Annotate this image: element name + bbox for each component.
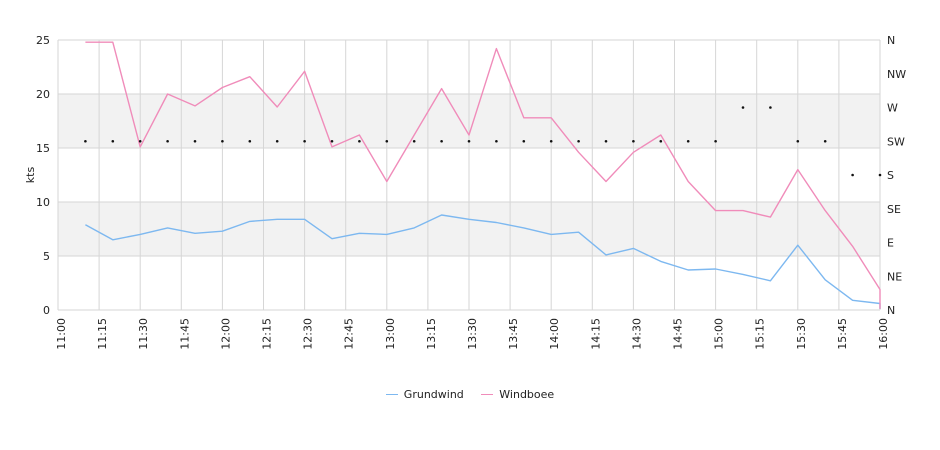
direction-point xyxy=(851,173,854,177)
direction-point xyxy=(741,106,745,109)
x-tick-label: 13:15 xyxy=(425,318,438,350)
legend-swatch-grundwind xyxy=(385,394,398,395)
direction-point xyxy=(330,139,334,143)
direction-point xyxy=(193,139,197,143)
direction-point xyxy=(769,106,772,109)
direction-point xyxy=(84,139,87,143)
direction-tick-label: N xyxy=(887,34,895,47)
direction-point xyxy=(303,139,306,143)
legend: Grundwind Windboee xyxy=(0,385,940,401)
direction-point xyxy=(248,139,252,143)
x-tick-label: 13:45 xyxy=(507,318,520,350)
x-tick-label: 11:15 xyxy=(96,318,109,350)
x-tick-label: 11:30 xyxy=(137,318,150,350)
direction-point xyxy=(604,139,608,143)
direction-point xyxy=(659,139,663,143)
x-tick-label: 15:30 xyxy=(795,318,808,350)
legend-item-windboee[interactable]: Windboee xyxy=(481,388,554,401)
x-tick-label: 11:00 xyxy=(55,318,68,350)
legend-item-grundwind[interactable]: Grundwind xyxy=(385,388,464,401)
y-tick-label: 25 xyxy=(36,34,50,47)
x-tick-label: 14:30 xyxy=(630,318,643,350)
direction-point xyxy=(166,139,169,143)
x-tick-label: 15:00 xyxy=(713,318,726,350)
x-tick-label: 13:00 xyxy=(384,318,397,350)
direction-tick-label: E xyxy=(887,237,894,250)
direction-point xyxy=(878,173,882,177)
x-tick-label: 15:45 xyxy=(836,318,849,350)
y-tick-label: 20 xyxy=(36,88,50,101)
y-axis-label: kts xyxy=(24,167,37,184)
direction-tick-label: SE xyxy=(887,203,901,216)
y-tick-label: 15 xyxy=(36,142,50,155)
y-tick-label: 10 xyxy=(36,196,50,209)
direction-point xyxy=(275,139,279,143)
direction-point xyxy=(632,139,635,143)
y-tick-label: 0 xyxy=(43,304,50,317)
legend-label-grundwind: Grundwind xyxy=(403,388,464,401)
direction-point xyxy=(714,139,717,143)
x-tick-label: 14:00 xyxy=(548,318,561,350)
direction-point xyxy=(577,139,580,143)
direction-tick-label: SW xyxy=(887,135,905,148)
direction-point xyxy=(385,139,389,143)
direction-tick-label: W xyxy=(887,102,898,115)
direction-point xyxy=(440,139,443,143)
direction-point xyxy=(495,139,498,143)
x-tick-label: 12:15 xyxy=(261,318,274,350)
direction-point xyxy=(412,139,416,143)
x-tick-label: 14:15 xyxy=(589,318,602,350)
direction-point xyxy=(522,139,526,143)
y-tick-label: 5 xyxy=(43,250,50,263)
series-line-grundwind xyxy=(85,214,881,309)
x-tick-label: 12:00 xyxy=(219,318,232,350)
direction-point xyxy=(796,139,800,143)
direction-tick-label: NE xyxy=(887,270,902,283)
direction-point xyxy=(138,139,142,143)
direction-tick-label: N xyxy=(887,304,895,317)
x-tick-label: 13:30 xyxy=(466,318,479,350)
x-tick-label: 16:00 xyxy=(877,318,890,350)
direction-point xyxy=(549,139,553,143)
series-line-windboee xyxy=(85,41,881,309)
direction-point xyxy=(358,139,361,143)
direction-point xyxy=(823,139,827,143)
direction-tick-label: NW xyxy=(887,68,906,81)
x-tick-label: 11:45 xyxy=(178,318,191,350)
x-tick-label: 12:30 xyxy=(302,318,315,350)
direction-point xyxy=(111,139,115,143)
wind-chart-svg: 11:00 11:15 11:30 11:45 12:00 12:15 12:30 12:45… xyxy=(24,34,906,350)
direction-point xyxy=(467,139,471,143)
legend-swatch-windboee xyxy=(481,394,494,395)
x-tick-label: 12:45 xyxy=(343,318,356,350)
direction-tick-label: S xyxy=(887,169,894,182)
x-tick-label: 15:15 xyxy=(754,318,767,350)
direction-point xyxy=(221,139,224,143)
x-tick-label: 14:45 xyxy=(672,318,685,350)
direction-point xyxy=(686,139,690,143)
legend-label-windboee: Windboee xyxy=(499,388,555,401)
